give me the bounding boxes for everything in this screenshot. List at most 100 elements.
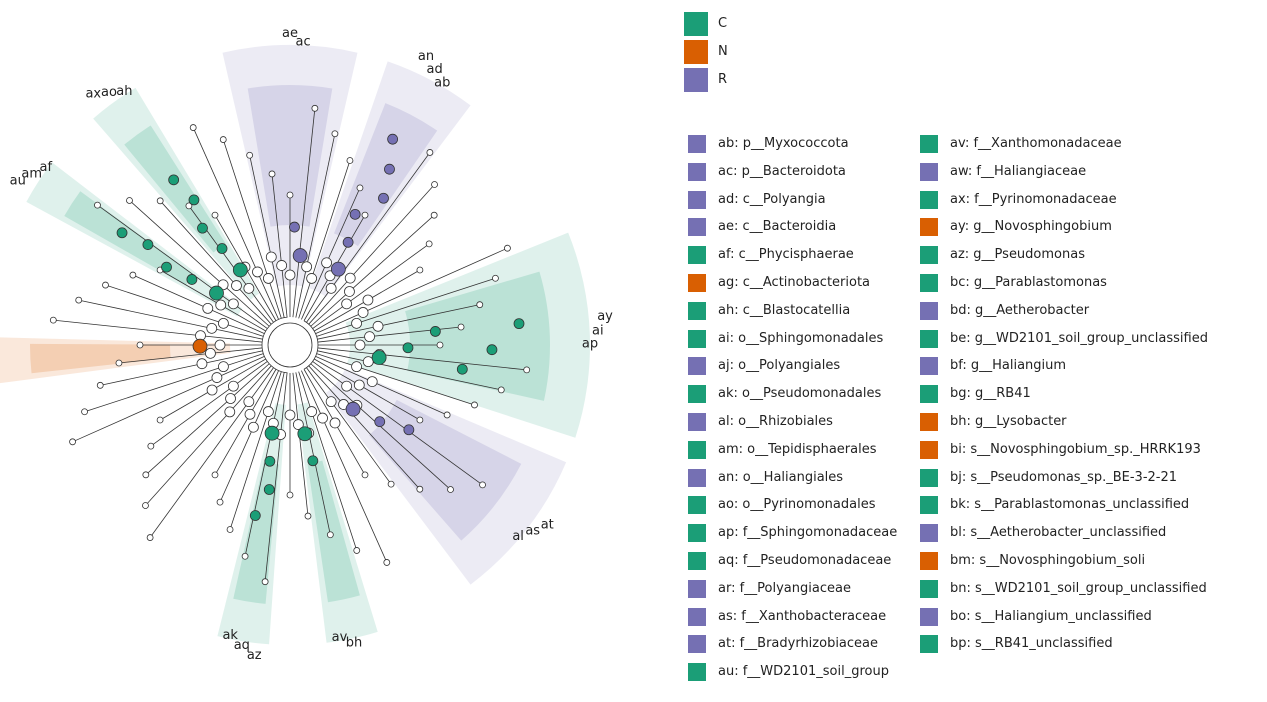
branch — [72, 377, 218, 443]
clade-sector — [326, 368, 567, 585]
internal-node — [211, 372, 223, 383]
internal-node — [276, 260, 288, 271]
taxon-label: ai: o__Sphingomonadales — [718, 330, 884, 346]
internal-node — [351, 361, 362, 373]
taxon-label: be: g__WD2101_soil_group_unclassified — [950, 330, 1208, 346]
leaf-node — [94, 201, 101, 209]
leaf-node — [353, 547, 361, 554]
branch — [267, 278, 282, 319]
leaf-node — [216, 498, 224, 506]
internal-node — [224, 406, 236, 418]
clade-sector-inner — [233, 462, 279, 604]
branch — [220, 304, 266, 332]
clade-label: ah — [116, 84, 132, 99]
branch — [334, 422, 366, 476]
branch — [316, 353, 357, 368]
taxon-swatch — [688, 135, 706, 153]
taxon-swatch — [920, 468, 938, 487]
branch — [84, 366, 224, 413]
branch — [145, 398, 231, 476]
branch — [211, 327, 263, 340]
clade-sector-inner — [29, 343, 171, 374]
clade-label: az — [247, 648, 262, 663]
branch — [379, 354, 527, 371]
clade-sector-inner — [334, 103, 438, 247]
branch — [308, 432, 331, 535]
branch — [349, 184, 435, 279]
branch — [249, 155, 272, 258]
internal-node — [265, 251, 277, 263]
leaf-node — [81, 408, 88, 416]
leaf-node — [431, 181, 438, 188]
leaf-node — [497, 386, 505, 394]
biomarker-node — [116, 227, 128, 239]
branch — [100, 363, 203, 386]
internal-node — [206, 322, 218, 334]
branch — [308, 277, 351, 325]
leaf-node — [430, 211, 438, 219]
biomarker-node — [216, 243, 228, 254]
internal-node — [225, 393, 236, 404]
taxon-label: aj: o__Polyangiales — [718, 358, 841, 374]
branch — [301, 262, 327, 320]
internal-node — [306, 406, 318, 417]
biomarker-node — [297, 426, 313, 442]
internal-node — [344, 272, 356, 284]
branch — [295, 372, 310, 434]
leaf-node — [361, 471, 369, 479]
internal-node — [215, 299, 227, 311]
taxon-swatch — [920, 440, 938, 459]
branch — [281, 265, 288, 318]
biomarker-node — [330, 261, 346, 277]
clade-sector-inner — [247, 85, 333, 227]
legend-group-label: R — [718, 72, 728, 87]
taxon-label: al: o__Rhizobiales — [718, 414, 833, 429]
clade-label: ax — [85, 87, 101, 102]
branch — [311, 411, 358, 551]
taxon-swatch — [688, 301, 706, 320]
taxon-swatch — [688, 246, 706, 265]
root-node — [267, 322, 313, 368]
branch — [233, 303, 268, 329]
clade-label: ai — [592, 323, 604, 338]
clade-label: ak — [222, 628, 238, 643]
biomarker-node — [345, 401, 361, 417]
leaf-node — [356, 184, 364, 192]
taxon-label: ax: f__Pyrinomonadaceae — [950, 191, 1117, 207]
clade-label: as — [525, 524, 540, 539]
branch — [216, 356, 265, 378]
leaf-node — [142, 502, 149, 509]
biomarker-node — [161, 261, 172, 273]
branch — [317, 347, 380, 355]
branch — [356, 277, 496, 324]
internal-node — [341, 380, 353, 392]
internal-node — [244, 408, 256, 420]
biomarker-node — [384, 163, 395, 175]
branch — [244, 423, 274, 557]
biomarker-node — [486, 344, 498, 356]
leaf-node — [416, 266, 424, 274]
internal-node — [227, 380, 239, 392]
taxon-swatch — [688, 274, 706, 292]
cladogram-svg: acaeabadanahaoaxafamauagakaqazavbhalasat… — [0, 26, 613, 663]
branch — [312, 303, 347, 329]
root-arc — [261, 316, 288, 374]
branch — [356, 366, 475, 406]
internal-node — [284, 269, 296, 281]
taxon-swatch — [688, 357, 706, 376]
taxon-label: bf: g__Haliangium — [950, 358, 1067, 374]
taxon-label: ay: g__Novosphingobium — [950, 219, 1112, 235]
taxon-label: ah: c__Blastocatellia — [718, 302, 851, 318]
leaf-node — [102, 281, 109, 289]
biomarker-node — [292, 248, 308, 263]
branch — [326, 187, 361, 263]
clade-label: av — [332, 630, 348, 645]
branch — [200, 335, 263, 343]
taxon-label: bk: s__Parablastomonas_unclassified — [950, 497, 1190, 513]
taxon-label: af: c__Phycisphaerae — [718, 247, 854, 263]
clade-sector — [0, 337, 231, 384]
taxon-label: aw: f__Haliangiaceae — [950, 163, 1087, 179]
branch — [229, 411, 269, 530]
clade-label: an — [418, 49, 434, 64]
branch — [306, 367, 332, 402]
